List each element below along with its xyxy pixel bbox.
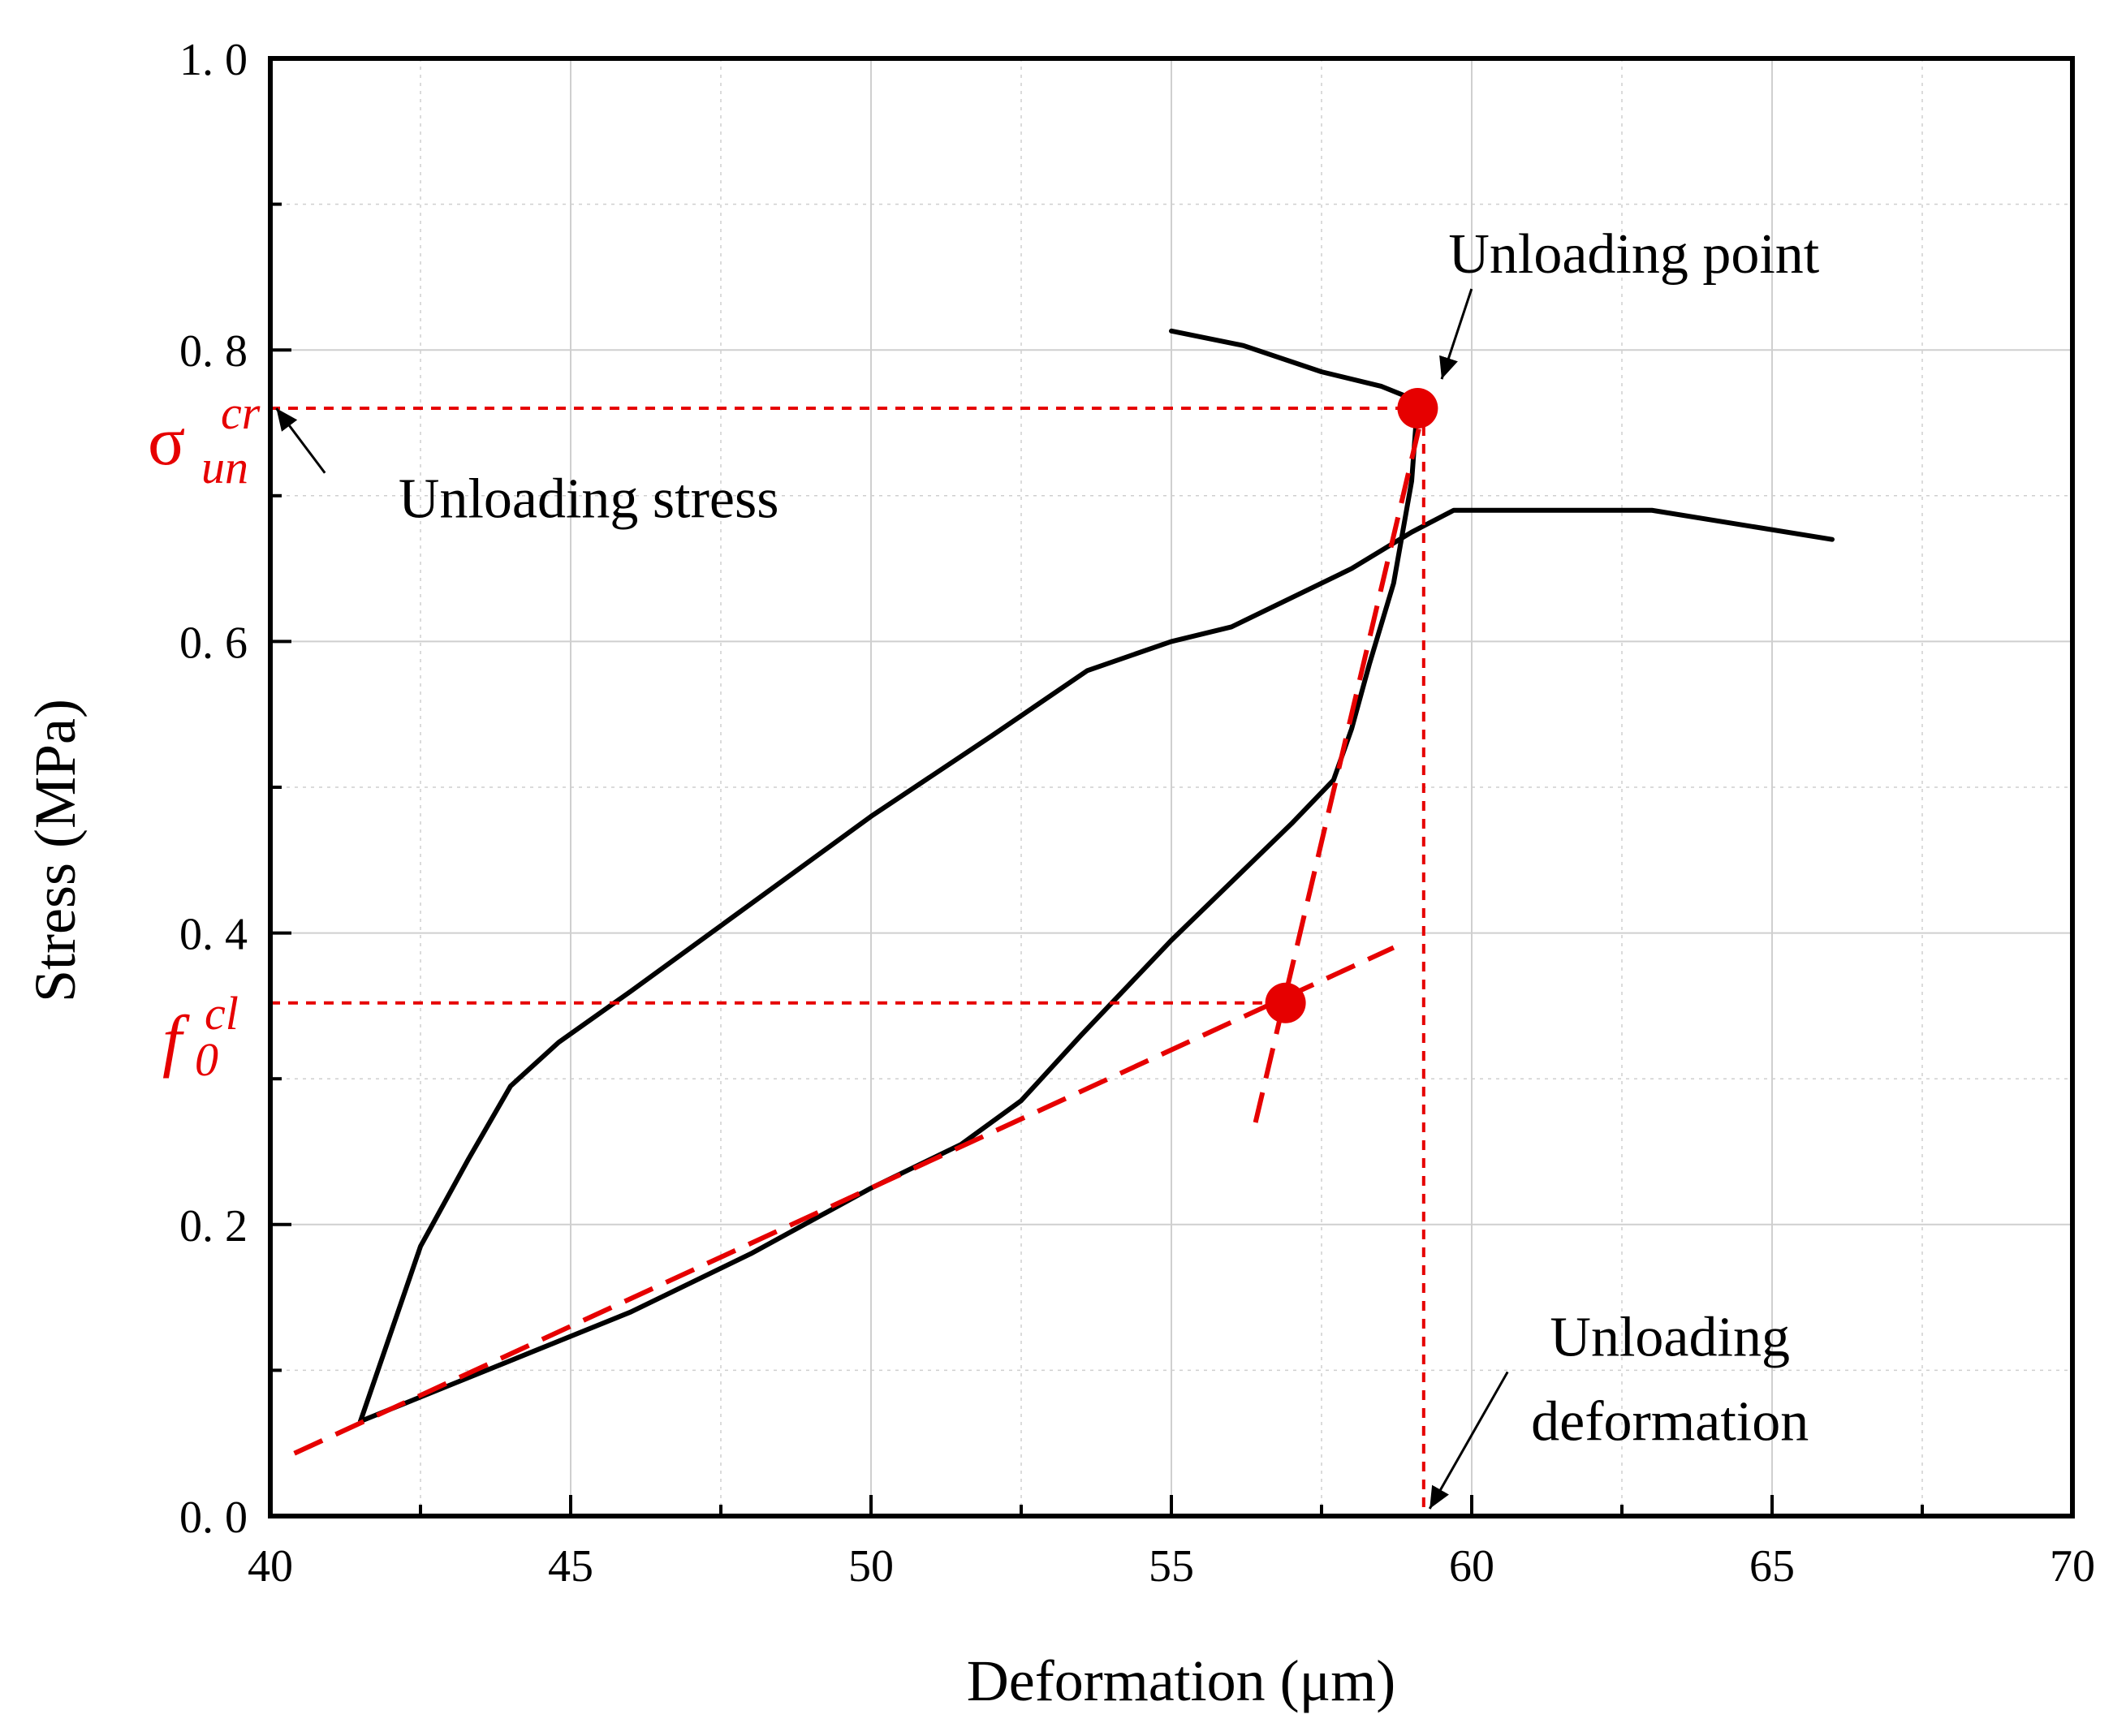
crack-stress-symbol: f cl 0 (162, 987, 239, 1086)
post-peak-curve (1169, 328, 1421, 404)
x-tick-label: 40 (248, 1541, 293, 1592)
construction-lines (270, 407, 1426, 1516)
unloading-point (1397, 388, 1438, 429)
unloading-stress-symbol: σ cr un (148, 386, 261, 493)
unloading-point-label-arrow (1439, 288, 1473, 380)
y-tick-label: 0. 0 (179, 1493, 248, 1543)
y-tick-label: 0. 4 (179, 910, 248, 960)
annotations: Unloading point Unloading stress Unloading… (275, 223, 1820, 1510)
f-subscript: 0 (195, 1033, 218, 1086)
unloading-stress-label-arrow (275, 407, 326, 474)
initial-tangent (293, 945, 1395, 1456)
f-base: f (162, 1001, 190, 1079)
y-tick-label: 0. 8 (179, 326, 248, 377)
unloading-point-label: Unloading point (1448, 223, 1819, 286)
data-series (358, 328, 1835, 1424)
sigma-subscript: un (201, 441, 248, 493)
y-tick-label: 1. 0 (179, 35, 248, 85)
plot-frame (268, 56, 2075, 1518)
x-axis-title: Deformation (μm) (967, 1648, 1395, 1713)
unloading-stress-label: Unloading stress (399, 468, 779, 531)
x-tick-label: 55 (1149, 1541, 1194, 1592)
y-tick-label: 0. 6 (179, 618, 248, 668)
crack-point (1265, 982, 1306, 1023)
f-superscript: cl (205, 987, 239, 1040)
y-tick-label: 0. 2 (179, 1201, 248, 1251)
sigma-base: σ (148, 402, 185, 480)
unloading-deformation-label-1: Unloading (1550, 1306, 1790, 1368)
x-tick-label: 50 (848, 1541, 894, 1592)
sigma-superscript: cr (221, 386, 261, 439)
y-axis-title: Stress (MPa) (23, 699, 88, 1002)
loading-curve (358, 507, 1835, 1424)
x-tick-label: 60 (1449, 1541, 1494, 1592)
unloading-reloading-curve (358, 398, 1421, 1424)
unloading-tangent (1253, 407, 1426, 1123)
data-points (1265, 388, 1438, 1023)
x-tick-label: 70 (2050, 1541, 2095, 1592)
x-tick-label: 65 (1749, 1541, 1795, 1592)
x-tick-label: 45 (548, 1541, 593, 1592)
unloading-deformation-label-1-arrow (1428, 1371, 1509, 1510)
unloading-deformation-label-2: deformation (1531, 1391, 1809, 1454)
tick-labels: 40 45 50 55 60 65 70 0. 0 0. 2 0. 4 0. 6 0. 8 1. 0 (179, 35, 2095, 1592)
